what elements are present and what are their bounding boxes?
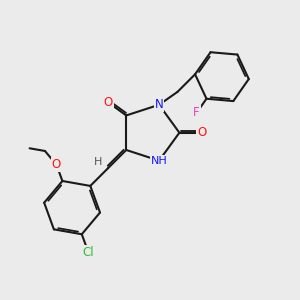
Text: Cl: Cl — [82, 246, 94, 259]
Text: F: F — [193, 106, 200, 119]
Text: O: O — [197, 126, 206, 139]
Text: H: H — [94, 157, 102, 167]
Text: N: N — [155, 98, 164, 111]
Text: NH: NH — [151, 156, 167, 166]
Text: O: O — [103, 96, 113, 109]
Text: O: O — [52, 158, 61, 171]
